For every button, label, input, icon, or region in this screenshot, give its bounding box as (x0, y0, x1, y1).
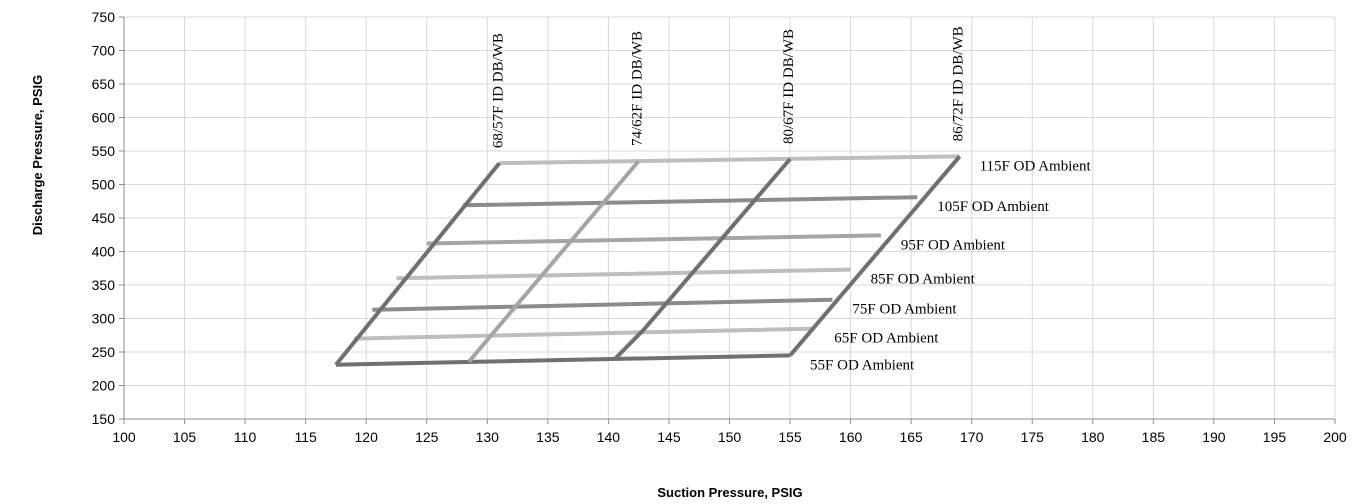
series-line-85f-od-ambient (396, 267, 851, 281)
y-tick-label: 500 (92, 177, 116, 193)
x-tick-label: 130 (476, 429, 500, 445)
x-tick-label: 105 (173, 429, 197, 445)
series-label-95f-od-ambient: 95F OD Ambient (901, 237, 1006, 253)
series-label-75f-od-ambient: 75F OD Ambient (852, 302, 957, 318)
x-tick-label: 135 (536, 429, 560, 445)
y-tick-label: 750 (92, 9, 116, 25)
series-line-75f-od-ambient (372, 297, 833, 312)
y-tick-label: 300 (92, 311, 116, 327)
y-axis-title: Discharge Pressure, PSIG (30, 75, 45, 235)
series-label-65f-od-ambient: 65F OD Ambient (834, 331, 939, 347)
series-label-115f-od-ambient: 115F OD Ambient (980, 158, 1092, 174)
series-line-74-62f-id-db-wb (467, 159, 641, 363)
x-tick-label: 100 (112, 429, 136, 445)
series-line-80-67f-id-db-wb (613, 157, 792, 361)
x-tick-label: 180 (1081, 429, 1105, 445)
y-tick-label: 250 (92, 344, 116, 360)
tick-labels: 100 105 110 115 120 125 130 135 140 145 150 155 160 1… (92, 9, 1347, 445)
series-line-68-57f-id-db-wb (334, 161, 501, 366)
series-line-105f-od-ambient (463, 195, 918, 208)
x-tick-label: 145 (657, 429, 681, 445)
x-tick-label: 190 (1202, 429, 1226, 445)
x-tick-label: 200 (1323, 429, 1347, 445)
x-tick-label: 175 (1021, 429, 1045, 445)
y-tick-label: 450 (92, 210, 116, 226)
x-tick-label: 195 (1263, 429, 1287, 445)
series-line-95f-od-ambient (426, 233, 881, 246)
series-label-68-57f-id-db-wb: 68/57F ID DB/WB (490, 33, 506, 148)
x-tick-label: 170 (960, 429, 984, 445)
y-tick-label: 200 (92, 378, 116, 394)
y-tick-label: 550 (92, 143, 116, 159)
series-lines (334, 154, 962, 367)
y-tick-label: 150 (92, 411, 116, 427)
x-tick-label: 155 (778, 429, 802, 445)
x-axis-title: Suction Pressure, PSIG (657, 485, 802, 500)
series-label-105f-od-ambient: 105F OD Ambient (937, 199, 1050, 215)
series-label-85f-od-ambient: 85F OD Ambient (871, 272, 976, 288)
x-tick-label: 115 (294, 429, 317, 445)
series-labels: 55F OD Ambient 65F OD Ambient 75F OD Ambie… (490, 26, 1091, 373)
x-tick-label: 160 (839, 429, 863, 445)
x-tick-label: 165 (899, 429, 923, 445)
y-tick-label: 650 (92, 76, 116, 92)
y-tick-label: 400 (92, 244, 116, 260)
x-tick-label: 120 (355, 429, 379, 445)
x-tick-label: 185 (1142, 429, 1166, 445)
x-tick-label: 150 (718, 429, 742, 445)
x-tick-label: 140 (597, 429, 621, 445)
gridlines (123, 16, 1336, 420)
series-label-80-67f-id-db-wb: 80/67F ID DB/WB (781, 29, 797, 144)
series-label-86-72f-id-db-wb: 86/72F ID DB/WB (951, 26, 967, 141)
x-tick-label: 110 (234, 429, 257, 445)
y-tick-label: 350 (92, 277, 116, 293)
axes (119, 16, 1336, 424)
series-line-55f-od-ambient (335, 353, 791, 367)
series-label-74-62f-id-db-wb: 74/62F ID DB/WB (630, 31, 646, 146)
series-label-55f-od-ambient: 55F OD Ambient (810, 357, 915, 373)
series-line-86-72f-id-db-wb (788, 155, 962, 357)
y-tick-label: 600 (92, 110, 116, 126)
series-line-115f-od-ambient (499, 154, 960, 166)
y-tick-label: 700 (92, 43, 116, 59)
x-tick-label: 125 (415, 429, 439, 445)
series-line-65f-od-ambient (354, 326, 815, 341)
